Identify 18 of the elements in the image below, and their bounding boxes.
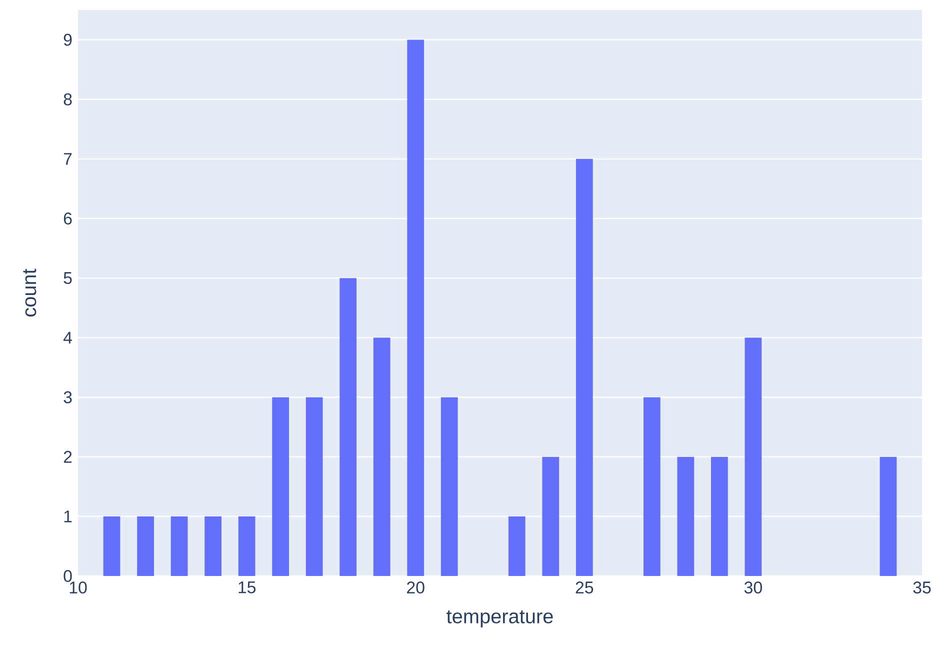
y-tick-label: 6: [64, 212, 72, 225]
x-tick-label: 15: [238, 582, 256, 594]
y-axis-title: count: [23, 268, 36, 317]
x-tick-label: 20: [407, 582, 424, 594]
y-tick-label: 5: [64, 272, 72, 284]
y-tick-label: 7: [64, 153, 72, 165]
x-tick-label: 30: [744, 582, 762, 594]
y-tick-label: 3: [64, 391, 72, 404]
x-tick-label: 10: [70, 582, 87, 594]
y-tick-label: 1: [64, 510, 72, 522]
y-tick-label: 8: [64, 93, 72, 106]
x-tick-label: 25: [576, 582, 594, 594]
y-tick-label: 2: [64, 450, 72, 463]
x-axis-title: temperature: [446, 610, 553, 628]
y-tick-label: 4: [63, 332, 72, 344]
y-tick-label: 0: [64, 570, 72, 582]
y-tick-label: 9: [64, 34, 72, 46]
x-tick-label: 35: [913, 582, 931, 594]
